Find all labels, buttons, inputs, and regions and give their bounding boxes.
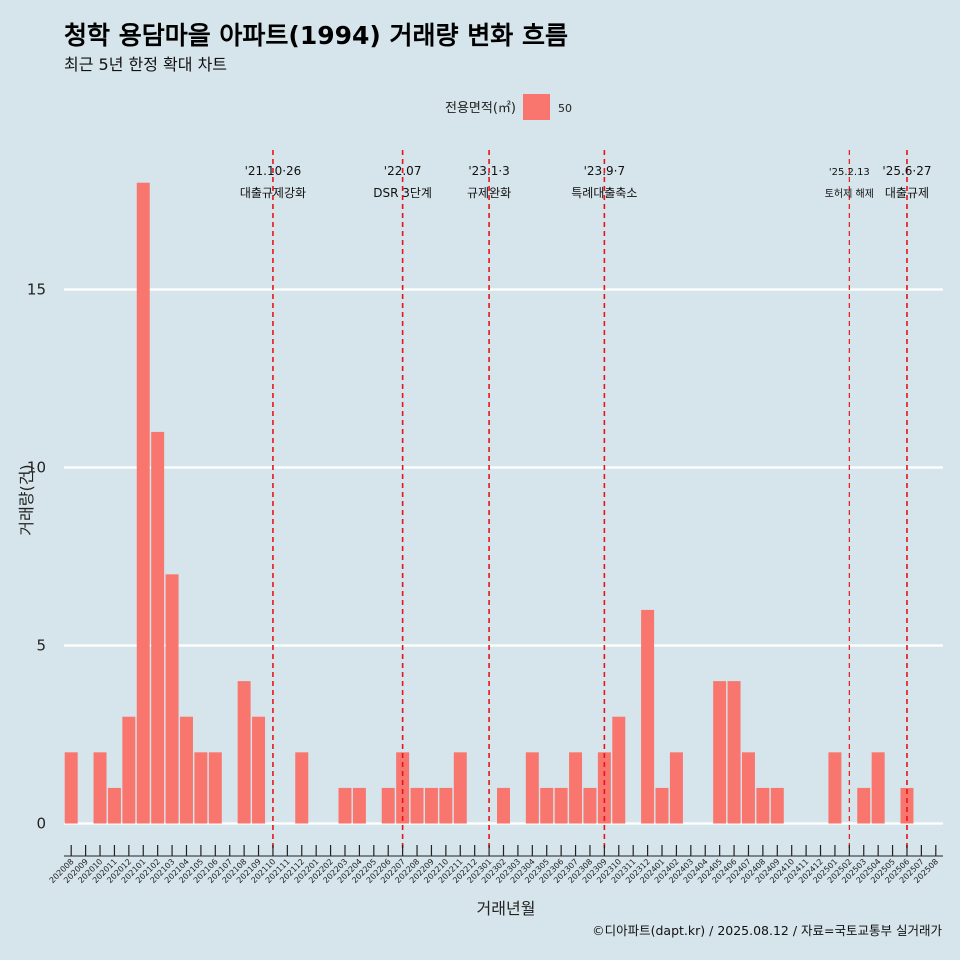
annotation-label: 대출규제 <box>885 186 929 200</box>
gridlines <box>64 288 943 825</box>
annotation-date: '23.1·3 <box>468 164 509 178</box>
annotation-label: 대출규제강화 <box>240 186 306 200</box>
bar-202012 <box>122 716 136 824</box>
bar-202208 <box>410 787 424 824</box>
bar-202211 <box>453 752 467 824</box>
annotation-label: DSR 3단계 <box>373 186 432 200</box>
bar-202306 <box>554 787 568 824</box>
caption: ©디아파트(dapt.kr) / 2025.08.12 / 자료=국토교통부 실… <box>592 923 942 938</box>
bar-202109 <box>252 716 266 824</box>
bar-202008 <box>64 752 78 824</box>
legend-title: 전용면적(㎡) <box>445 101 516 116</box>
x-axis-label: 거래년월 <box>477 899 536 918</box>
bar-202112 <box>295 752 309 824</box>
bar-202104 <box>179 716 193 824</box>
bar-202010 <box>93 752 107 824</box>
annotation-date: '21.10·26 <box>245 164 302 178</box>
bar-202207 <box>396 752 410 824</box>
bars <box>64 182 914 824</box>
annotation-date: '23.9·7 <box>584 164 625 178</box>
annotation-date: '25.6·27 <box>882 164 931 178</box>
chart-title: 청학 용담마을 아파트(1994) 거래량 변화 흐름 <box>64 21 568 50</box>
legend-item-label: 50 <box>558 102 572 115</box>
bar-202102 <box>151 431 165 824</box>
annotation-date: '22.07 <box>384 164 422 178</box>
bar-202406 <box>727 681 741 824</box>
y-axis-label: 거래량(건) <box>17 464 36 535</box>
bar-202302 <box>497 787 510 824</box>
annotation-label: 토허제 해제 <box>825 187 874 200</box>
bar-202310 <box>612 716 626 824</box>
x-axis: 2020082020092020102020112020122021012021… <box>48 845 943 885</box>
chart-subtitle: 최근 5년 한정 확대 차트 <box>64 55 227 74</box>
bar-202101 <box>136 182 150 824</box>
bar-202312 <box>641 609 655 824</box>
bar-202402 <box>669 752 683 824</box>
y-axis-ticks: 0 5 10 15 <box>27 281 46 833</box>
bar-202407 <box>741 752 755 824</box>
bar-202405 <box>713 681 727 824</box>
bar-202309 <box>597 752 611 824</box>
bar-202011 <box>107 787 121 824</box>
bar-202304 <box>525 752 539 824</box>
bar-202105 <box>194 752 208 824</box>
y-tick-label: 15 <box>27 281 46 299</box>
annotation-label: 규제완화 <box>467 186 511 200</box>
bar-202307 <box>569 752 583 824</box>
bar-202401 <box>655 787 669 824</box>
y-tick-label: 5 <box>36 637 46 655</box>
annotation-label: 특례대출축소 <box>571 186 637 200</box>
bar-202103 <box>165 574 179 824</box>
legend-swatch <box>523 94 550 120</box>
legend: 전용면적(㎡) 50 <box>445 94 572 120</box>
bar-202409 <box>770 787 784 824</box>
bar-202504 <box>871 752 885 824</box>
bar-202308 <box>583 787 597 824</box>
bar-202501 <box>828 752 842 824</box>
bar-202408 <box>756 787 770 824</box>
bar-202210 <box>439 787 453 824</box>
bar-202206 <box>381 787 395 824</box>
bar-202106 <box>208 752 222 824</box>
bar-202506 <box>900 787 914 824</box>
bar-202305 <box>540 787 554 824</box>
bar-202204 <box>352 787 366 824</box>
annotation-date: '25.2.13 <box>829 167 870 178</box>
y-tick-label: 0 <box>36 815 46 833</box>
annotations: '21.10·26 대출규제강화 '22.07 DSR 3단계 '23.1·3 규제완화 '… <box>240 150 932 852</box>
bar-202503 <box>857 787 871 824</box>
bar-202108 <box>237 681 251 824</box>
bar-202203 <box>338 787 352 824</box>
y-tick-label: 10 <box>27 459 46 477</box>
bar-202209 <box>424 787 438 824</box>
